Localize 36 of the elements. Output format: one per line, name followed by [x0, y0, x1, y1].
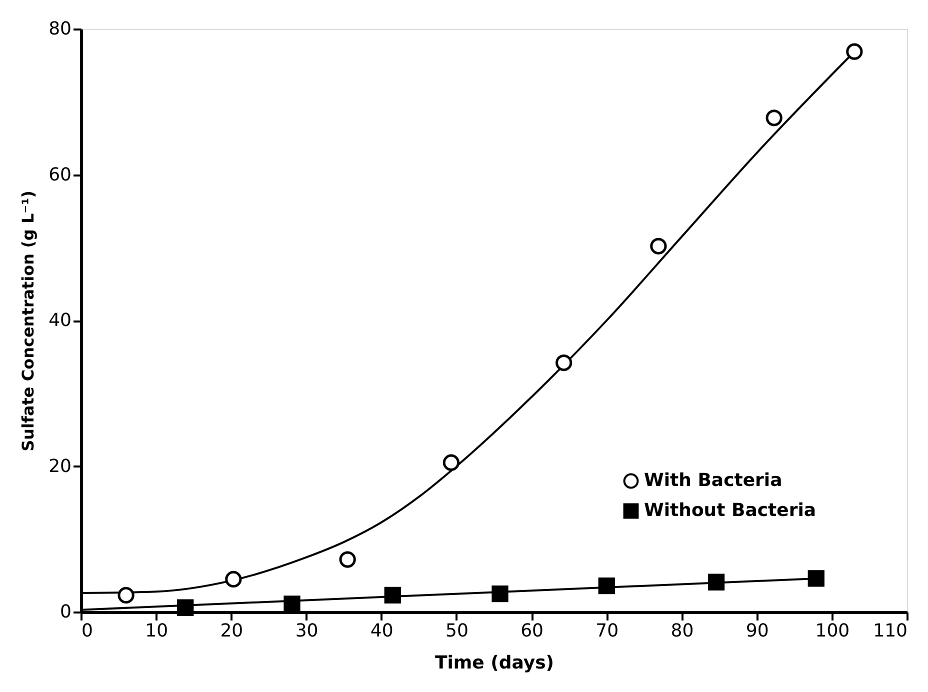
x-axis-title: Time (days) — [434, 652, 554, 674]
point — [284, 596, 300, 612]
x-tick-label: 70 — [596, 620, 619, 642]
x-tick-label: 10 — [145, 620, 168, 642]
point — [118, 586, 134, 604]
legend-label: With Bacteria — [644, 470, 782, 491]
x-tick-label: 100 — [815, 620, 850, 642]
x-tick-label: 110 — [873, 620, 908, 642]
y-tick-label: 20 — [48, 456, 72, 477]
x-tick-label: 30 — [295, 620, 318, 642]
x-tick-label: 90 — [746, 620, 769, 642]
point — [177, 599, 194, 616]
point — [708, 574, 725, 590]
x-tick-label: 80 — [670, 620, 694, 642]
y-tick-label: 60 — [48, 164, 72, 186]
y-tick-label: 80 — [48, 18, 72, 40]
point — [442, 454, 460, 471]
x-tick-label: 20 — [220, 620, 244, 642]
x-tick-label: 60 — [520, 620, 544, 642]
point — [598, 577, 615, 594]
point — [846, 43, 863, 60]
y-tick-label: 0 — [60, 602, 72, 622]
point — [766, 110, 782, 126]
point — [339, 551, 356, 568]
point — [808, 570, 824, 587]
x-tick-label: 50 — [446, 620, 468, 642]
point — [225, 570, 242, 588]
x-tick-label: 0 — [82, 620, 93, 642]
legend-label: Without Bacteria — [644, 500, 816, 521]
y-tick-label: 40 — [48, 310, 72, 331]
point — [492, 585, 508, 602]
y-axis-title: Sulfate Concentration (g L⁻¹) — [18, 190, 38, 452]
point — [650, 238, 667, 254]
x-tick-label: 40 — [370, 620, 394, 642]
point — [384, 586, 401, 604]
point — [556, 354, 572, 372]
